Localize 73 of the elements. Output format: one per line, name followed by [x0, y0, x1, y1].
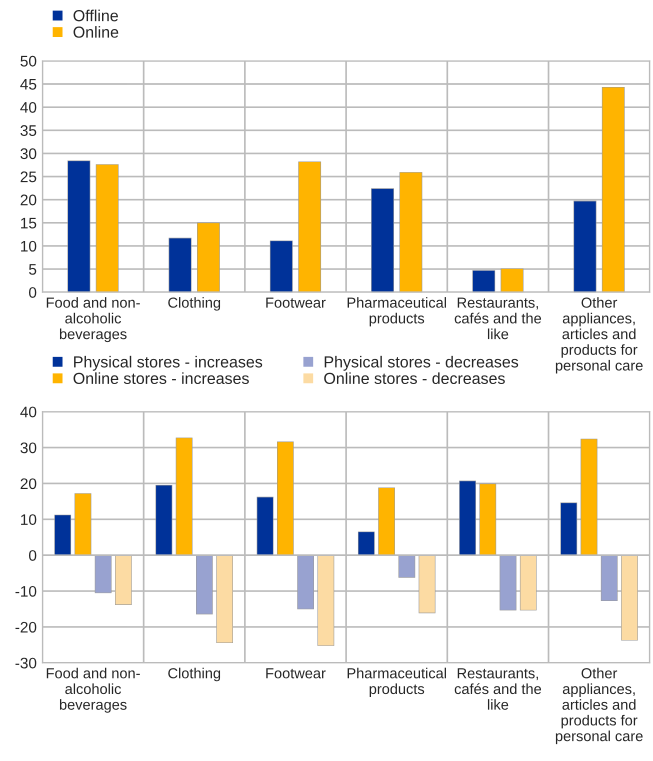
x-tick-label: Clothing — [168, 668, 220, 682]
x-tick-label: Restaurants, cafés and the like — [454, 298, 542, 340]
bar — [196, 554, 213, 614]
bar — [197, 222, 220, 292]
y-tick-label: -10 — [15, 586, 36, 597]
y-tick-label: 0 — [28, 550, 36, 561]
x-tick-label: Other appliances, articles and products for personal care — [556, 668, 643, 744]
legend-label: Online stores - decreases — [324, 372, 505, 384]
bar — [94, 554, 112, 594]
bar — [398, 554, 416, 578]
bar — [115, 554, 132, 605]
bar — [574, 200, 596, 292]
bar — [580, 438, 598, 556]
y-tick-label: 45 — [20, 79, 36, 90]
x-tick-label: Footwear — [266, 668, 326, 678]
bar — [600, 554, 618, 602]
bar — [67, 160, 90, 292]
bar — [317, 554, 334, 646]
y-tick-label: 30 — [20, 442, 36, 454]
legend-label: Online stores - increases — [74, 372, 249, 384]
x-tick-label: Food and non- alcoholic beverages — [46, 668, 140, 713]
bar — [54, 514, 72, 556]
y-tick-label: 40 — [20, 102, 36, 113]
legend-label: Physical stores - decreases — [324, 356, 518, 371]
x-tick-label: Pharmaceutical products — [348, 297, 446, 326]
x-tick-label: Footwear — [266, 298, 326, 308]
legend-label: Offline — [74, 10, 118, 22]
bar — [297, 554, 314, 610]
bar — [418, 554, 436, 614]
x-tick-label: Food and non- alcoholic beverages — [46, 297, 140, 342]
bar — [256, 496, 274, 556]
y-tick-label: 10 — [21, 514, 36, 526]
y-tick-label: 20 — [20, 478, 36, 490]
bar — [276, 442, 294, 556]
y-tick-label: -30 — [15, 658, 36, 669]
x-tick-label: Other appliances, articles and products for personal care — [556, 297, 643, 374]
y-tick-label: 30 — [20, 148, 36, 160]
x-tick-label: Restaurants, cafés and the like — [454, 668, 542, 710]
legend-label: Online — [74, 26, 118, 38]
y-tick-label: -20 — [15, 622, 36, 633]
bar — [74, 493, 92, 556]
bar — [96, 164, 119, 292]
bar — [399, 172, 422, 292]
x-tick-label: Clothing — [168, 297, 220, 311]
y-tick-label: 5 — [29, 264, 36, 275]
bar — [358, 532, 375, 556]
bar — [298, 161, 322, 292]
x-tick-label: Pharmaceutical products — [348, 668, 446, 697]
bar — [560, 502, 578, 556]
bar — [378, 487, 395, 556]
bar — [520, 554, 537, 610]
bar — [176, 438, 193, 556]
y-tick-label: 15 — [21, 218, 36, 229]
bar — [500, 268, 524, 292]
bar — [621, 554, 638, 641]
bar — [371, 188, 394, 292]
y-tick-label: 20 — [20, 194, 36, 206]
bar — [602, 86, 625, 292]
bar — [479, 484, 496, 556]
y-tick-label: 50 — [20, 56, 36, 67]
legend-label: Physical stores - increases — [74, 356, 262, 371]
bar — [216, 554, 234, 644]
bar — [459, 480, 476, 556]
y-tick-label: 40 — [20, 406, 36, 418]
y-tick-label: 35 — [20, 125, 36, 136]
bar — [156, 484, 172, 556]
y-tick-label: 0 — [28, 287, 36, 298]
y-tick-label: 25 — [20, 171, 36, 182]
bar — [500, 554, 516, 610]
bar — [168, 238, 192, 292]
bar — [270, 240, 293, 292]
bar — [472, 270, 496, 292]
y-tick-label: 10 — [21, 240, 36, 252]
